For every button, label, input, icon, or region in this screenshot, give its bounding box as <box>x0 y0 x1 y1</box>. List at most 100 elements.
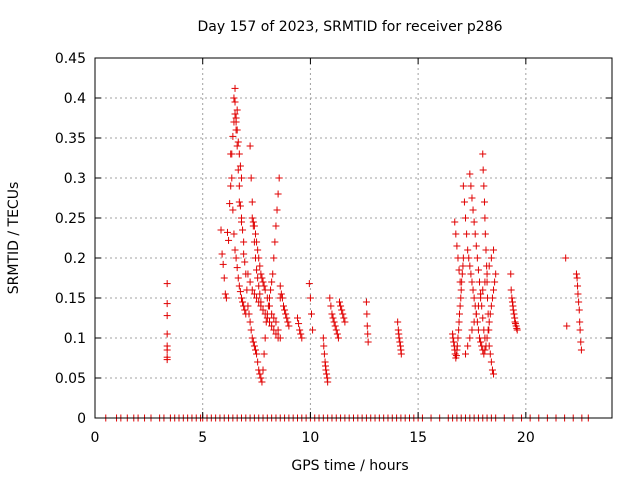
data-point <box>481 346 489 354</box>
data-point <box>330 318 338 326</box>
data-point <box>466 170 474 178</box>
data-point <box>364 338 372 346</box>
data-point <box>233 142 241 150</box>
data-point <box>255 282 263 290</box>
data-point <box>455 318 463 326</box>
data-point <box>281 306 289 314</box>
data-point <box>248 334 256 342</box>
data-point <box>329 314 337 322</box>
data-point <box>472 310 480 318</box>
data-point <box>309 326 317 334</box>
data-point <box>256 290 264 298</box>
data-point <box>297 330 305 338</box>
data-point <box>457 294 465 302</box>
data-point <box>327 302 335 310</box>
data-point <box>456 302 464 310</box>
y-tick-label: 0.4 <box>64 91 86 107</box>
data-point <box>332 326 340 334</box>
data-point <box>465 254 473 262</box>
data-points <box>163 84 585 386</box>
data-point <box>257 374 265 382</box>
data-point <box>562 254 570 262</box>
data-point <box>338 306 346 314</box>
data-point <box>455 310 463 318</box>
data-point <box>491 278 499 286</box>
data-point <box>487 302 495 310</box>
data-point <box>480 198 488 206</box>
data-point <box>483 262 491 270</box>
data-point <box>222 294 230 302</box>
data-point <box>478 302 486 310</box>
data-point <box>324 378 332 386</box>
data-point <box>453 342 461 350</box>
data-point <box>479 166 487 174</box>
data-point <box>319 334 327 342</box>
data-point <box>263 314 271 322</box>
data-point <box>253 266 261 274</box>
data-point <box>244 302 252 310</box>
y-tick-label: 0.35 <box>55 131 86 147</box>
data-point <box>490 370 498 378</box>
y-tick-label: 0.15 <box>55 291 86 307</box>
data-point <box>265 302 273 310</box>
data-point <box>464 246 472 254</box>
data-point <box>282 310 290 318</box>
data-point <box>236 202 244 210</box>
data-point <box>485 342 493 350</box>
axis-ticks: 0 0.05 0.1 0.15 0.2 0.25 0.3 0.35 0.4 0.45 0 5 10 15 2… <box>55 51 612 446</box>
data-point <box>463 230 471 238</box>
data-point <box>259 366 267 374</box>
data-point <box>163 312 171 320</box>
data-point <box>231 246 239 254</box>
x-tick-label: 5 <box>198 430 207 446</box>
data-point <box>230 230 238 238</box>
data-point <box>237 294 245 302</box>
data-point <box>468 326 476 334</box>
data-point <box>235 182 243 190</box>
data-point <box>363 310 371 318</box>
data-point <box>285 322 293 330</box>
data-point <box>232 254 240 262</box>
y-tick-label: 0.45 <box>55 51 86 67</box>
data-point <box>233 126 241 134</box>
data-point <box>293 314 301 322</box>
data-point <box>468 278 476 286</box>
data-point <box>257 298 265 306</box>
data-point <box>247 174 255 182</box>
data-point <box>272 222 280 230</box>
data-point <box>248 286 256 294</box>
data-point <box>459 182 467 190</box>
data-point <box>462 350 470 358</box>
data-point <box>480 182 488 190</box>
data-point <box>513 326 521 334</box>
data-point <box>462 214 470 222</box>
data-point <box>394 318 402 326</box>
data-point <box>268 278 276 286</box>
data-point <box>228 174 236 182</box>
data-point <box>466 262 474 270</box>
data-point <box>233 264 241 272</box>
data-point <box>476 278 484 286</box>
data-point <box>236 162 244 170</box>
data-point <box>277 290 285 298</box>
data-point <box>261 310 269 318</box>
data-point <box>270 254 278 262</box>
data-point <box>253 294 261 302</box>
data-point <box>334 334 342 342</box>
data-point <box>284 318 292 326</box>
data-point <box>229 132 237 140</box>
data-point <box>241 258 249 266</box>
data-point <box>485 326 493 334</box>
data-point <box>457 286 465 294</box>
y-tick-label: 0.05 <box>55 371 86 387</box>
data-point <box>163 280 171 288</box>
y-tick-label: 0.3 <box>64 171 86 187</box>
data-point <box>237 174 245 182</box>
data-point <box>298 334 306 342</box>
data-point <box>247 326 255 334</box>
data-point <box>481 230 489 238</box>
grid <box>95 58 612 418</box>
data-point <box>234 274 242 282</box>
y-axis-label: SRMTID / TECUs <box>6 182 22 295</box>
data-point <box>249 222 257 230</box>
